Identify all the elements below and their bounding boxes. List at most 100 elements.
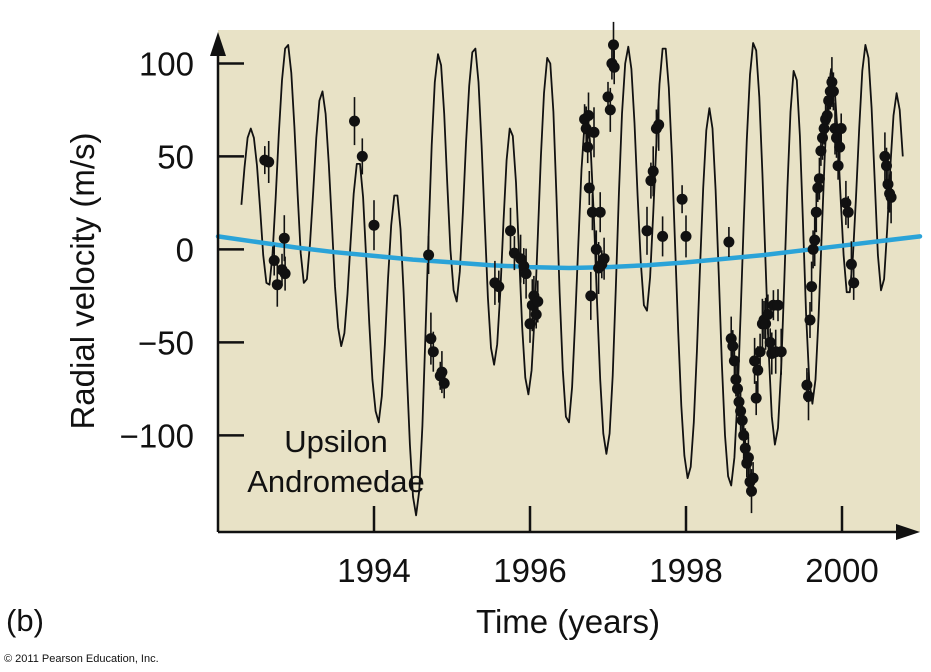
- trend-curve-layer: [215, 234, 923, 271]
- data-point: [845, 258, 857, 270]
- annotation-line-2: Andromedae: [247, 464, 425, 499]
- data-point: [826, 76, 838, 88]
- data-point: [809, 234, 821, 246]
- data-point: [532, 296, 544, 307]
- data-point: [588, 126, 600, 138]
- data-point: [608, 39, 619, 51]
- copyright-notice: © 2011 Pearson Education, Inc.: [4, 653, 159, 665]
- x-tick-label: 2000: [805, 552, 878, 589]
- y-tick-label: −50: [138, 324, 194, 361]
- data-point: [747, 472, 759, 484]
- data-point: [368, 219, 380, 231]
- data-point: [598, 253, 610, 265]
- data-point: [590, 243, 602, 255]
- data-point: [356, 150, 368, 162]
- data-point: [810, 206, 822, 218]
- x-tick-label: 1998: [649, 552, 722, 589]
- data-point: [832, 160, 844, 172]
- data-point: [278, 232, 290, 244]
- data-point: [885, 191, 897, 203]
- data-point: [834, 141, 846, 153]
- data-point: [813, 173, 825, 185]
- data-point: [736, 414, 748, 426]
- data-point: [742, 452, 754, 464]
- data-point: [879, 150, 891, 162]
- y-tick-label: 0: [176, 231, 194, 268]
- x-axis-title: Time (years): [476, 603, 660, 640]
- data-point: [647, 165, 659, 177]
- data-point: [754, 346, 766, 358]
- data-point: [804, 314, 816, 326]
- trend-curve: [215, 234, 923, 271]
- data-point: [438, 377, 450, 389]
- y-axis-ticks: 100 50 0 −50 −100: [120, 45, 244, 454]
- data-point: [827, 85, 839, 97]
- data-point: [583, 110, 594, 121]
- data-point: [530, 309, 542, 320]
- x-tick-label: 1994: [337, 552, 410, 589]
- data-point: [423, 249, 435, 261]
- y-axis-title: Radial velocity (m/s): [64, 132, 101, 429]
- data-point: [585, 290, 597, 302]
- data-point: [582, 141, 594, 153]
- data-point: [752, 364, 764, 376]
- data-point: [775, 346, 787, 358]
- y-axis-arrowhead: [210, 32, 226, 56]
- data-point: [608, 61, 620, 73]
- data-point: [812, 182, 824, 194]
- data-point: [436, 366, 448, 378]
- x-axis-ticks: 1994 1996 1998 2000: [337, 506, 879, 589]
- data-point: [657, 230, 669, 242]
- model-curve: [240, 42, 904, 517]
- data-point: [427, 346, 439, 358]
- y-tick-label: 50: [157, 138, 194, 175]
- data-point: [881, 160, 892, 172]
- data-point: [425, 333, 437, 345]
- data-point: [835, 123, 847, 134]
- data-point: [602, 91, 614, 103]
- data-point: [730, 374, 742, 385]
- data-point: [760, 318, 772, 330]
- data-point: [680, 230, 692, 242]
- data-point: [772, 299, 784, 311]
- data-point: [271, 279, 283, 291]
- data-point: [520, 268, 532, 280]
- data-point: [750, 392, 762, 404]
- data-point: [583, 182, 595, 194]
- data-point: [738, 429, 750, 441]
- data-point: [586, 206, 598, 218]
- data-point: [762, 309, 774, 320]
- panel-label: (b): [6, 603, 44, 638]
- data-point: [842, 206, 854, 218]
- data-point: [653, 119, 665, 131]
- data-point: [764, 336, 776, 348]
- data-point: [263, 156, 275, 168]
- observations-layer: [259, 21, 897, 514]
- data-point: [723, 236, 735, 248]
- data-point: [524, 318, 536, 330]
- data-point: [801, 379, 813, 391]
- data-point: [807, 243, 819, 255]
- data-point: [493, 281, 505, 293]
- x-tick-label: 1996: [493, 552, 566, 589]
- data-point: [279, 268, 291, 280]
- data-point: [349, 115, 360, 127]
- data-point: [727, 340, 739, 352]
- data-point: [806, 281, 818, 293]
- y-tick-label: −100: [120, 417, 194, 454]
- x-axis-arrowhead: [896, 524, 920, 540]
- data-point: [840, 197, 852, 209]
- data-point: [594, 206, 606, 218]
- data-point: [803, 390, 814, 402]
- data-point: [746, 485, 757, 497]
- data-point: [505, 225, 516, 237]
- data-point: [821, 110, 833, 121]
- data-point: [848, 277, 860, 289]
- data-point: [815, 145, 827, 157]
- model-curve-layer: [240, 42, 904, 517]
- data-point: [641, 225, 653, 237]
- annotation-line-1: Upsilon: [284, 424, 387, 459]
- y-tick-label: 100: [139, 45, 194, 82]
- data-point: [645, 175, 657, 187]
